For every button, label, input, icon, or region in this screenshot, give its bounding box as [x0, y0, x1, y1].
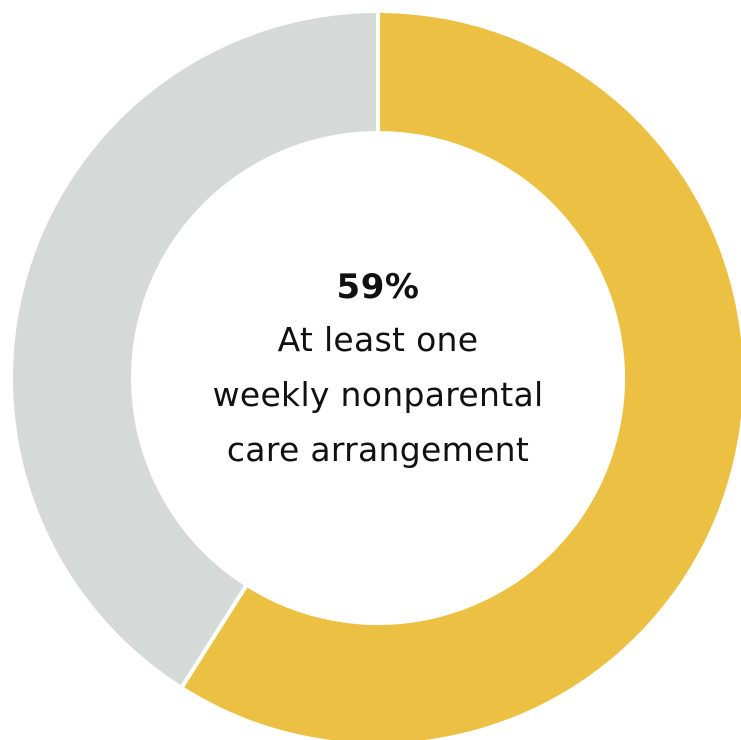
center-line-1: At least one	[277, 320, 479, 359]
center-line-3: care arrangement	[226, 430, 530, 469]
donut-slice-2	[9, 8, 380, 691]
center-value: 59%	[336, 267, 420, 307]
donut-slices	[9, 8, 741, 740]
donut-slice-1	[178, 8, 741, 740]
center-label: 59% At least one weekly nonparental care…	[130, 262, 626, 477]
center-line-2: weekly nonparental	[212, 375, 544, 414]
